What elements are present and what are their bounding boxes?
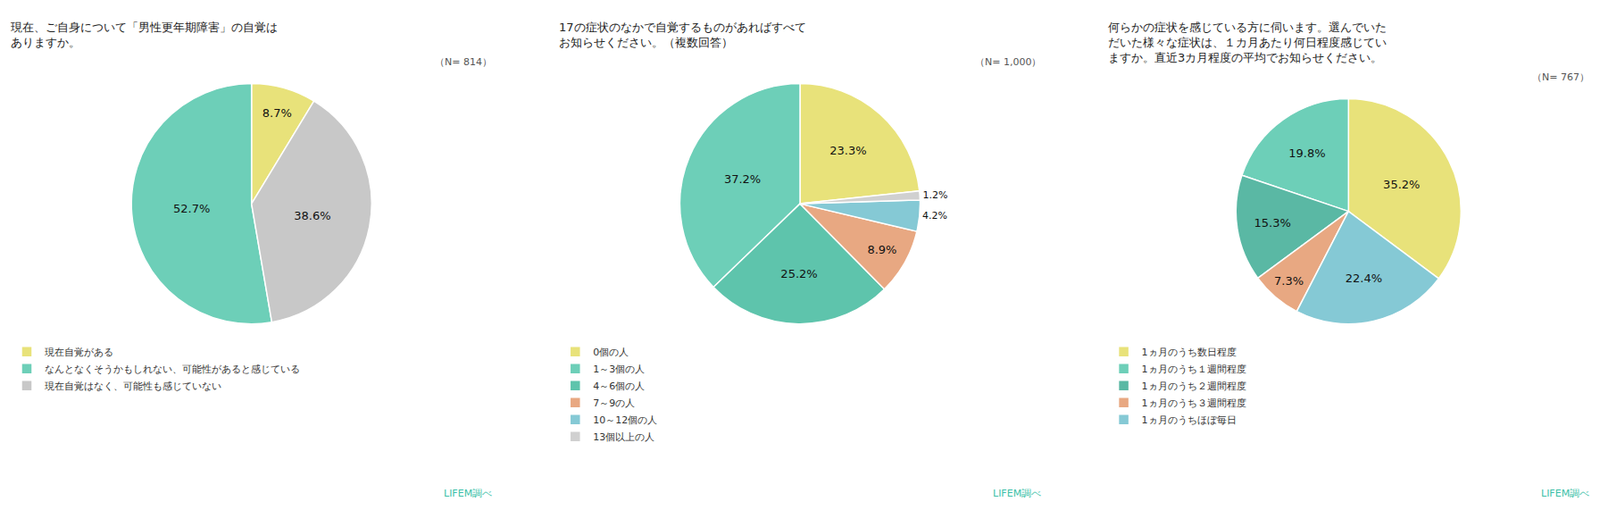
svg-text:13個以上の人: 13個以上の人 — [592, 431, 655, 443]
svg-text:19.8%: 19.8% — [1288, 146, 1325, 160]
svg-text:10～12個の人: 10～12個の人 — [592, 414, 658, 426]
svg-text:現在自覚がある: 現在自覚がある — [44, 346, 114, 359]
svg-text:4.2%: 4.2% — [922, 209, 948, 222]
svg-text:1ヵ月のうち数日程度: 1ヵ月のうち数日程度 — [1141, 346, 1237, 359]
svg-text:1ヵ月のうち１週間程度: 1ヵ月のうち１週間程度 — [1141, 363, 1247, 375]
svg-text:（N= 814）: （N= 814） — [434, 56, 492, 68]
svg-text:17の症状のなかで自覚するものがあればすべてお知らせください: 17の症状のなかで自覚するものがあればすべてお知らせください。（複数回答） — [558, 20, 807, 50]
svg-text:8.9%: 8.9% — [866, 242, 897, 257]
svg-text:0個の人: 0個の人 — [592, 346, 629, 359]
svg-text:（N= 1,000）: （N= 1,000） — [975, 56, 1042, 68]
svg-text:なんとなくそうかもしれない、可能性があると感じている: なんとなくそうかもしれない、可能性があると感じている — [44, 363, 300, 375]
svg-text:現在、ご自身について「男性更年期障害」の自覚はありますか。: 現在、ご自身について「男性更年期障害」の自覚はありますか。 — [10, 20, 278, 50]
svg-text:1ヵ月のうち３週間程度: 1ヵ月のうち３週間程度 — [1141, 397, 1247, 409]
svg-text:現在自覚はなく、可能性も感じていない: 現在自覚はなく、可能性も感じていない — [44, 380, 222, 392]
svg-text:52.7%: 52.7% — [173, 201, 210, 216]
svg-text:LIFEM調べ: LIFEM調べ — [1541, 487, 1590, 500]
svg-text:22.4%: 22.4% — [1345, 271, 1383, 285]
svg-text:35.2%: 35.2% — [1383, 177, 1420, 192]
svg-text:1ヵ月のうち２週間程度: 1ヵ月のうち２週間程度 — [1141, 380, 1247, 392]
svg-text:7.3%: 7.3% — [1274, 274, 1304, 288]
svg-text:1ヵ月のうちほぼ毎日: 1ヵ月のうちほぼ毎日 — [1141, 414, 1237, 426]
svg-text:何らかの症状を感じている方に伺います。選んでいただいた様々な: 何らかの症状を感じている方に伺います。選んでいただいた様々な症状は、１カ月あたり… — [1108, 20, 1387, 65]
svg-text:（N= 767）: （N= 767） — [1532, 71, 1590, 84]
svg-text:23.3%: 23.3% — [829, 143, 867, 158]
svg-text:1.2%: 1.2% — [922, 189, 948, 201]
svg-text:4～6個の人: 4～6個の人 — [592, 380, 645, 392]
svg-text:7～9の人: 7～9の人 — [592, 397, 635, 409]
svg-text:8.7%: 8.7% — [262, 106, 292, 120]
svg-text:LIFEM調べ: LIFEM調べ — [443, 487, 492, 500]
svg-text:25.2%: 25.2% — [780, 266, 817, 281]
svg-text:1～3個の人: 1～3個の人 — [592, 363, 645, 375]
svg-text:LIFEM調べ: LIFEM調べ — [992, 487, 1042, 500]
svg-text:37.2%: 37.2% — [724, 172, 761, 186]
svg-text:15.3%: 15.3% — [1253, 216, 1291, 230]
svg-text:38.6%: 38.6% — [293, 208, 331, 223]
